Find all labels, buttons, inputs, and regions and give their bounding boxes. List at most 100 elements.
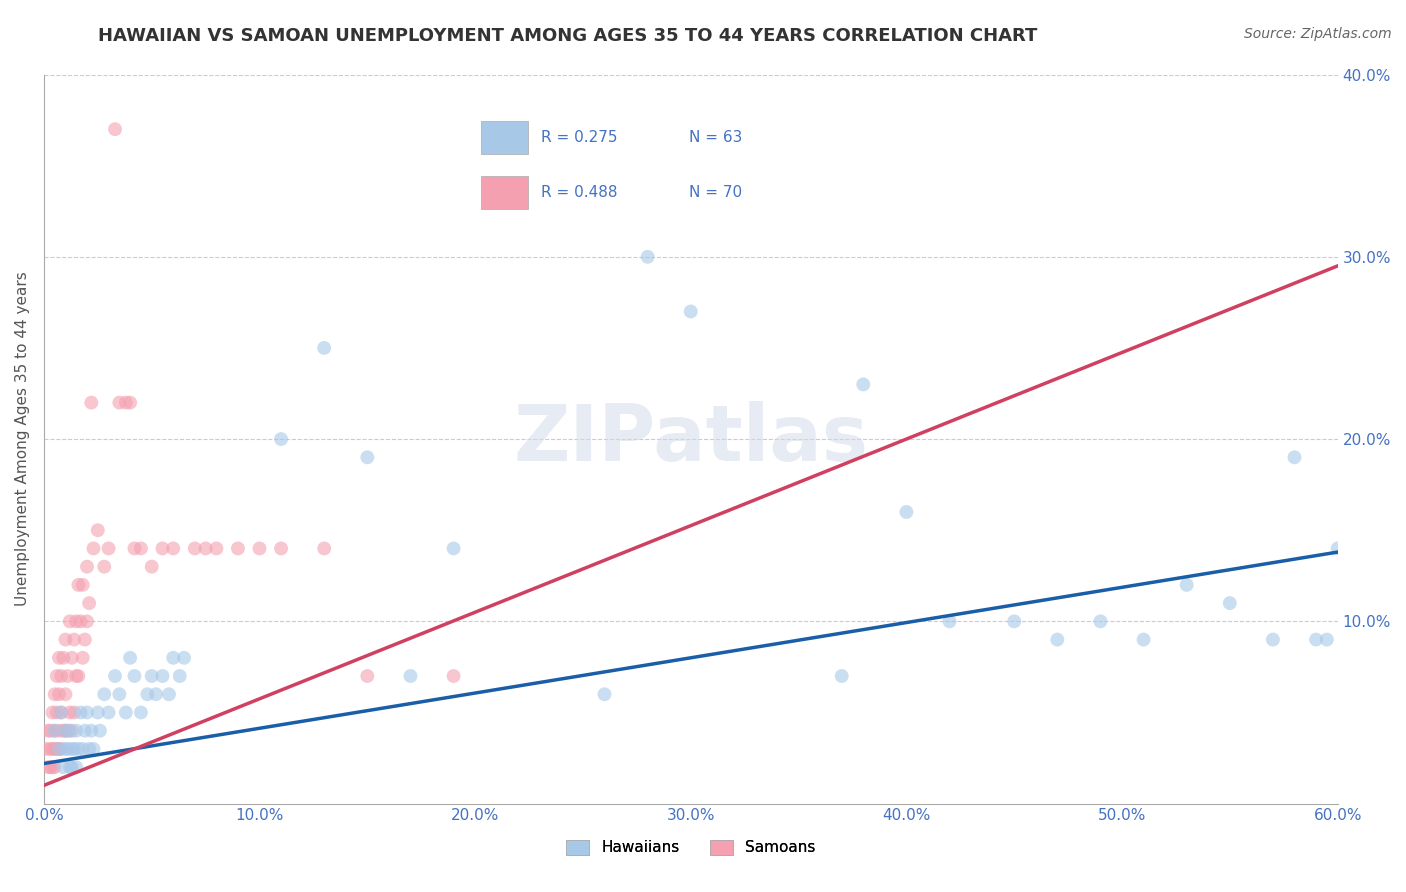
Point (896, 505, 918, 519)
Point (76, 615, 98, 629)
Point (72, 578, 94, 592)
Point (82, 541, 104, 556)
Point (152, 669, 174, 683)
Point (63, 706, 86, 720)
Point (72, 650, 94, 665)
Point (45, 706, 67, 720)
Point (104, 122, 127, 136)
Point (76, 706, 98, 720)
Point (136, 687, 159, 701)
Point (73, 632, 96, 647)
Point (65, 615, 87, 629)
Point (67, 578, 90, 592)
Point (162, 650, 184, 665)
Point (55, 742, 77, 756)
Point (52, 650, 75, 665)
Point (80, 395, 103, 409)
Point (124, 669, 146, 683)
Point (69, 615, 91, 629)
Point (1175, 578, 1198, 592)
Point (45, 742, 67, 756)
Point (226, 541, 249, 556)
Point (48, 687, 70, 701)
Point (249, 541, 271, 556)
Point (356, 669, 378, 683)
Point (60, 742, 83, 756)
Point (97, 706, 120, 720)
Point (87, 523, 110, 537)
Point (37, 723, 59, 738)
Point (173, 650, 195, 665)
Point (93, 687, 115, 701)
Point (55, 687, 77, 701)
Point (73, 723, 96, 738)
Point (145, 687, 167, 701)
Point (65, 760, 87, 774)
Point (852, 377, 875, 392)
Point (39, 760, 62, 774)
Point (55, 723, 77, 738)
Point (59, 723, 82, 738)
Point (52, 760, 75, 774)
Point (55, 723, 77, 738)
Point (44, 760, 66, 774)
Text: Source: ZipAtlas.com: Source: ZipAtlas.com (1244, 27, 1392, 41)
Point (108, 395, 131, 409)
Point (59, 615, 82, 629)
Point (120, 395, 142, 409)
Point (48, 742, 70, 756)
Point (82, 742, 104, 756)
Y-axis label: Unemployment Among Ages 35 to 44 years: Unemployment Among Ages 35 to 44 years (15, 272, 30, 607)
Point (77, 596, 100, 610)
Point (44, 742, 66, 756)
Point (49, 742, 72, 756)
Point (399, 669, 422, 683)
Point (72, 742, 94, 756)
Point (89, 723, 111, 738)
Point (65, 723, 87, 738)
Point (443, 541, 465, 556)
Point (49, 706, 72, 720)
Point (162, 541, 184, 556)
Point (56, 669, 79, 683)
Point (270, 541, 292, 556)
Point (938, 615, 960, 629)
Point (44, 687, 66, 701)
Point (1261, 632, 1284, 647)
Point (39, 742, 62, 756)
Point (443, 669, 465, 683)
Text: HAWAIIAN VS SAMOAN UNEMPLOYMENT AMONG AGES 35 TO 44 YEARS CORRELATION CHART: HAWAIIAN VS SAMOAN UNEMPLOYMENT AMONG AG… (98, 27, 1038, 45)
Point (314, 341, 336, 355)
Point (37, 760, 59, 774)
Point (60, 760, 83, 774)
Point (45, 669, 67, 683)
Point (270, 432, 292, 446)
Point (44, 723, 66, 738)
Point (152, 541, 174, 556)
Point (194, 541, 217, 556)
Point (67, 742, 90, 756)
Point (39, 723, 62, 738)
Point (60, 650, 83, 665)
Point (48, 650, 70, 665)
Point (35, 742, 58, 756)
Point (205, 541, 228, 556)
Point (77, 742, 100, 756)
Point (65, 669, 87, 683)
Point (114, 706, 136, 720)
Point (1305, 632, 1327, 647)
Point (67, 669, 90, 683)
Point (356, 450, 378, 465)
Point (44, 723, 66, 738)
Point (48, 723, 70, 738)
Point (141, 669, 163, 683)
Point (41, 742, 63, 756)
Point (48, 742, 70, 756)
Point (314, 541, 336, 556)
Point (129, 541, 152, 556)
Point (49, 706, 72, 720)
Point (1132, 632, 1154, 647)
Point (637, 250, 659, 264)
Text: ZIPatlas: ZIPatlas (513, 401, 869, 477)
Point (679, 304, 702, 318)
